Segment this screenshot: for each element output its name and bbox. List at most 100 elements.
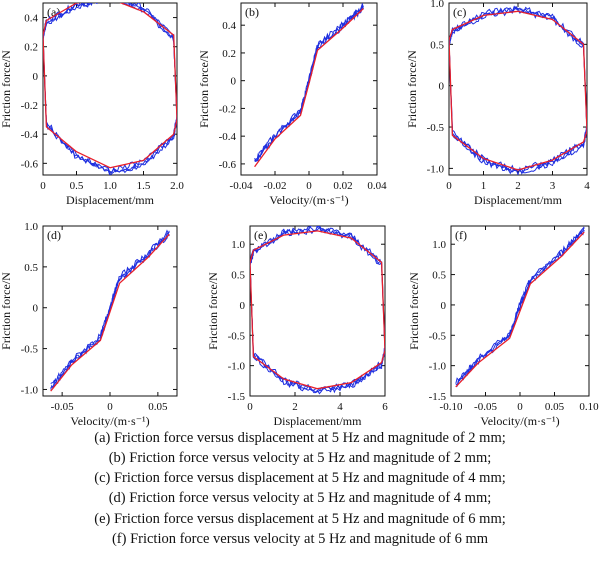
plot-area xyxy=(455,226,585,388)
x-tick-label: 0.02 xyxy=(333,180,352,192)
x-tick-label: 0 xyxy=(40,180,46,192)
x-tick-label: 0.5 xyxy=(70,180,84,192)
x-tick-label: 2 xyxy=(292,401,298,413)
y-tick-label: 0 xyxy=(240,300,246,312)
measured-series-line xyxy=(250,226,385,395)
y-tick-label: 0 xyxy=(439,81,445,93)
y-tick-label: 0 xyxy=(33,71,39,83)
panel-c: 0 1 2 3 4 -1.0 -0.5 0 0.5 1.0 Displacement/mm Frict… xyxy=(405,0,590,207)
x-tick-label: 1.0 xyxy=(103,180,117,192)
plot-area xyxy=(43,3,177,175)
x-tick-label: -0.10 xyxy=(440,401,463,413)
x-tick-label: -0.02 xyxy=(264,180,287,192)
model-series-line xyxy=(250,230,385,390)
panel-f: -0.10 -0.05 0 0.05 0.10 -1.5 -1.0 -0.5 0 0.5 1.0 Ve… xyxy=(407,225,599,428)
y-tick-label: 1.0 xyxy=(432,239,446,251)
plot-frame xyxy=(240,2,378,176)
y-tick-label: -1.0 xyxy=(427,163,445,175)
x-tick-label: 3 xyxy=(550,180,556,192)
x-tick-label: 4 xyxy=(584,180,590,192)
x-tick-label: 0.10 xyxy=(579,401,599,413)
x-tick-label: 6 xyxy=(382,401,388,413)
y-tick-label: -0.5 xyxy=(429,330,447,342)
model-series-line xyxy=(455,231,585,388)
y-tick-label: 0.5 xyxy=(231,270,245,282)
panel-d: -0.05 0 0.05 -1.0 -0.5 0 0.5 1.0 Velocity/(m·s⁻¹… xyxy=(0,221,178,428)
plot-area xyxy=(50,229,170,392)
model-series-line xyxy=(43,3,177,169)
caption-e: (e) Friction force versus displacement a… xyxy=(94,511,506,527)
measured-series-line xyxy=(455,227,585,384)
y-axis-label: Friction force/N xyxy=(0,50,13,128)
y-axis-label: Friction force/N xyxy=(0,272,13,350)
x-axis-label: Velocity/(m·s⁻¹) xyxy=(269,193,348,207)
caption-b: (b) Friction force versus velocity at 5 … xyxy=(108,450,492,466)
y-tick-label: 0.5 xyxy=(432,270,446,282)
y-tick-label: 0 xyxy=(33,303,39,315)
plot-area xyxy=(254,3,364,168)
x-tick-label: -0.04 xyxy=(230,180,253,192)
y-tick-label: 0.4 xyxy=(222,20,236,32)
y-tick-label: 0.5 xyxy=(430,39,444,51)
y-tick-label: -1.0 xyxy=(429,361,447,373)
y-tick-label: -0.4 xyxy=(21,129,39,141)
measured-series-line xyxy=(250,226,385,392)
y-tick-label: 0.4 xyxy=(24,13,38,25)
x-axis-label: Displacement/mm xyxy=(474,193,563,207)
y-tick-label: -0.4 xyxy=(219,131,237,143)
x-tick-label: 0 xyxy=(446,180,452,192)
x-tick-label: 0 xyxy=(306,180,312,192)
measured-series-line xyxy=(43,3,177,175)
y-axis-label: Friction force/N xyxy=(206,272,220,350)
plot-area xyxy=(250,226,385,395)
panel-a: 0 0.5 1.0 1.5 2.0 -0.6 -0.4 -0.2 0 0.2 0.4 Displace… xyxy=(0,2,184,207)
caption-f: (f) Friction force versus velocity at 5 … xyxy=(111,531,489,547)
x-axis-label: Displacement/mm xyxy=(274,414,363,428)
model-series-line xyxy=(50,233,170,392)
x-axis-label: Displacement/mm xyxy=(66,193,155,207)
panel-label: (e) xyxy=(254,228,267,242)
x-tick-label: -0.05 xyxy=(474,401,497,413)
x-tick-label: 2.0 xyxy=(170,180,184,192)
y-tick-label: 0.5 xyxy=(24,262,38,274)
y-tick-label: -0.5 xyxy=(21,344,39,356)
x-tick-label: 0.04 xyxy=(367,180,387,192)
y-axis-label: Friction force/N xyxy=(405,50,419,128)
measured-series-line xyxy=(43,3,177,174)
y-tick-label: -1.0 xyxy=(228,361,246,373)
y-tick-label: -1.5 xyxy=(228,391,246,403)
caption-d: (d) Friction force versus velocity at 5 … xyxy=(108,490,492,506)
panel-label: (d) xyxy=(47,228,61,242)
model-series-line xyxy=(254,8,364,168)
panel-e: 0 2 4 6 -1.5 -1.0 -0.5 0 0.5 1.0 Displacement/mm Fr… xyxy=(206,225,388,428)
y-tick-label: -0.6 xyxy=(21,158,39,170)
panel-b: -0.04 -0.02 0 0.02 0.04 -0.6 -0.4 -0.2 0 0.2 0.4 Ve… xyxy=(197,2,387,207)
panel-label: (c) xyxy=(453,5,466,19)
x-axis-label: Velocity/(m·s⁻¹) xyxy=(70,414,149,428)
panel-label: (f) xyxy=(455,228,467,242)
x-tick-label: 0.05 xyxy=(545,401,565,413)
x-tick-label: 0.05 xyxy=(148,401,168,413)
y-tick-label: 1.0 xyxy=(430,0,444,10)
x-tick-label: -0.05 xyxy=(51,401,74,413)
y-tick-label: -0.5 xyxy=(427,122,445,134)
y-tick-label: 0.2 xyxy=(24,42,38,54)
y-axis-label: Friction force/N xyxy=(197,50,211,128)
x-tick-label: 0 xyxy=(517,401,523,413)
caption-a: (a) Friction force versus displacement a… xyxy=(94,430,506,446)
y-tick-label: -1.0 xyxy=(21,384,39,396)
y-tick-label: -0.6 xyxy=(219,159,237,171)
measured-series-line xyxy=(449,5,587,175)
measured-series-line xyxy=(449,6,587,173)
plot-area xyxy=(449,5,587,175)
y-tick-label: 0 xyxy=(441,300,447,312)
y-tick-label: 0 xyxy=(231,76,237,88)
x-tick-label: 4 xyxy=(337,401,343,413)
y-tick-label: -1.5 xyxy=(429,391,447,403)
y-tick-label: 0.2 xyxy=(222,48,236,60)
y-tick-label: -0.5 xyxy=(228,330,246,342)
y-axis-label: Friction force/N xyxy=(407,272,421,350)
x-tick-label: 0 xyxy=(107,401,113,413)
panel-label: (b) xyxy=(245,5,259,19)
